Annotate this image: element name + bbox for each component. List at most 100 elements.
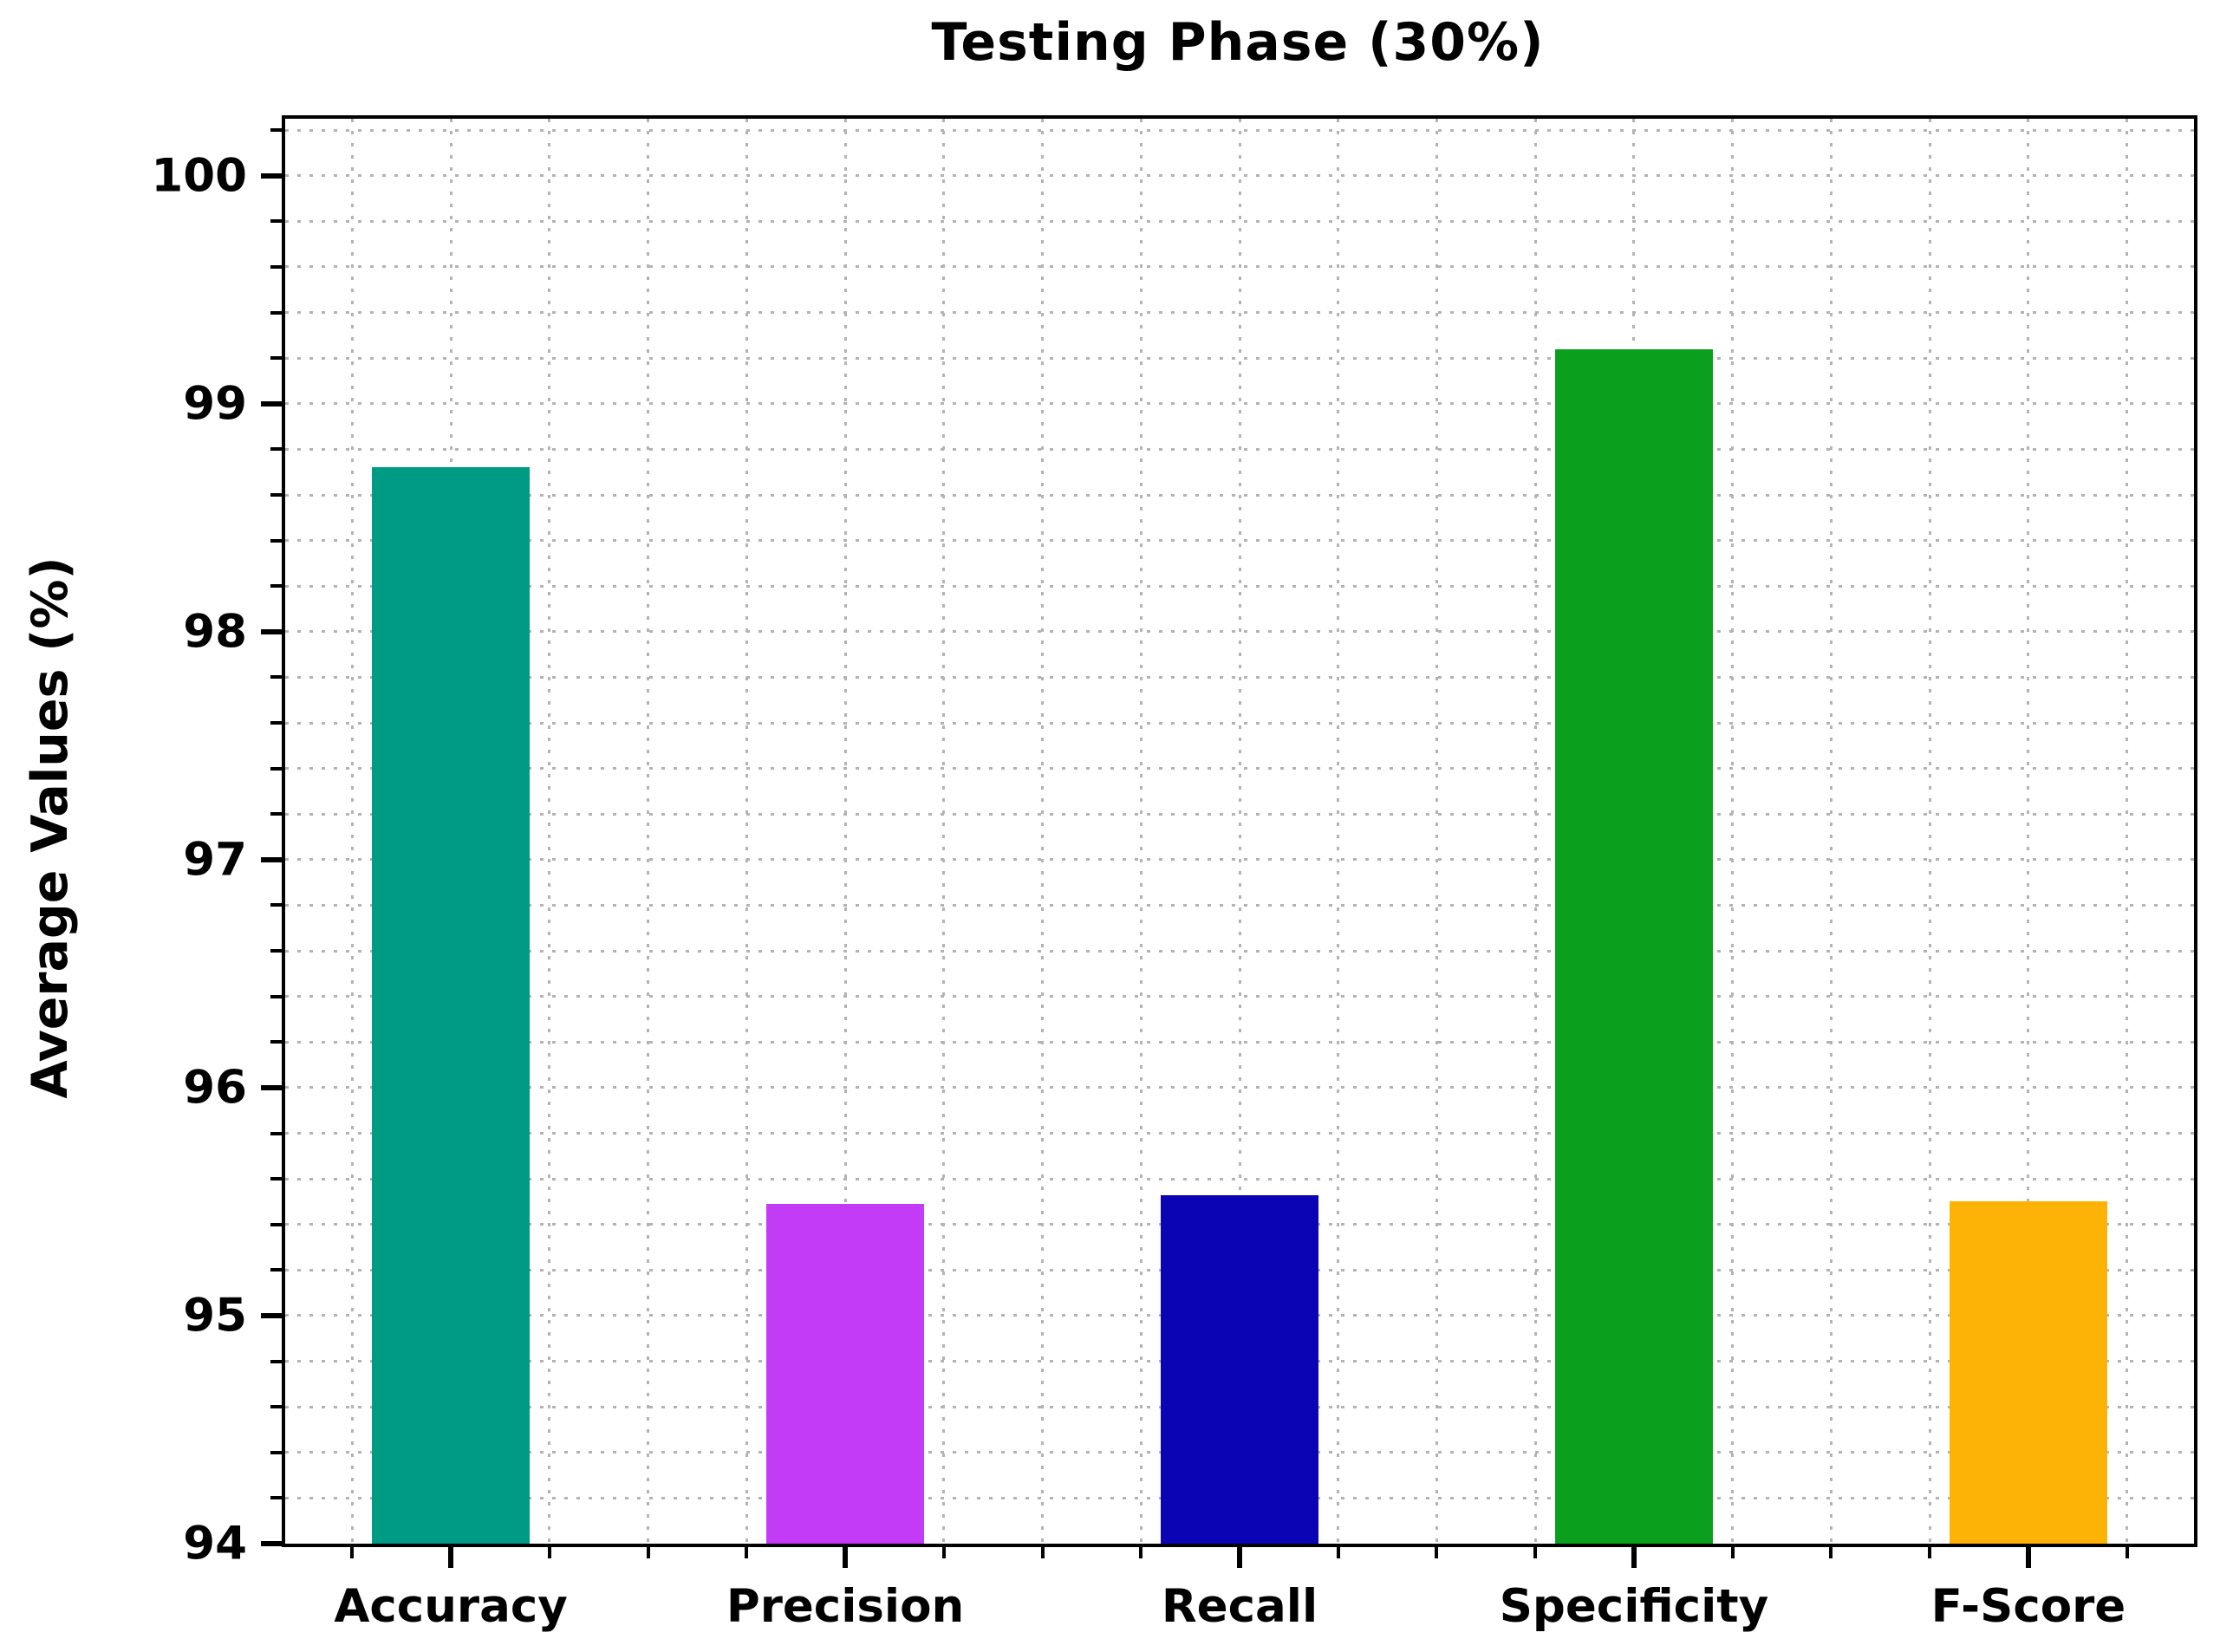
y-gridline-minor xyxy=(285,265,2194,269)
y-gridline-minor xyxy=(285,949,2194,953)
x-axis-category-label: Recall xyxy=(1161,1580,1318,1633)
y-axis-tick-minor xyxy=(270,721,282,725)
y-gridline-major xyxy=(285,402,2194,406)
bar-recall xyxy=(1161,1194,1318,1544)
y-axis-tick-minor xyxy=(270,994,282,998)
x-axis-tick-minor xyxy=(350,1547,355,1558)
y-axis-tick-minor xyxy=(270,903,282,907)
y-axis-tick-minor xyxy=(270,1268,282,1272)
x-gridline-minor xyxy=(350,119,354,1544)
x-axis-tick-minor xyxy=(646,1547,650,1558)
x-axis-tick-minor xyxy=(1928,1547,1932,1558)
x-gridline-minor xyxy=(548,119,551,1544)
plot-area: 94 95 96 97 98 99 100 Accuracy Precision Recall Sp… xyxy=(151,115,2197,1633)
y-gridline-minor xyxy=(285,1132,2194,1135)
x-gridline-minor xyxy=(2126,119,2129,1544)
x-gridline-minor xyxy=(745,119,748,1544)
y-axis-tick-minor xyxy=(270,812,282,816)
x-axis-tick-minor xyxy=(1040,1547,1045,1558)
y-gridline-major xyxy=(285,1086,2194,1089)
x-axis-tick-minor xyxy=(547,1547,551,1558)
y-axis-tick-minor xyxy=(270,356,282,361)
x-axis-tick-minor xyxy=(941,1547,946,1558)
y-axis-tick-minor xyxy=(270,949,282,953)
y-gridline-minor xyxy=(285,675,2194,679)
y-gridline-minor xyxy=(285,1177,2194,1180)
y-axis-tick-minor xyxy=(270,1222,282,1226)
bar-f-score xyxy=(1949,1201,2107,1544)
y-axis-tick-minor xyxy=(270,675,282,680)
y-axis-tick-major xyxy=(261,628,282,634)
bar-specificity xyxy=(1554,348,1713,1544)
x-gridline-minor xyxy=(1533,119,1537,1544)
y-gridline-minor xyxy=(285,995,2194,998)
y-gridline-minor xyxy=(285,447,2194,451)
y-axis-tick-minor xyxy=(270,538,282,543)
y-axis-tick-label: 100 xyxy=(151,149,247,203)
x-axis-tick-major xyxy=(1237,1547,1242,1568)
y-gridline-minor xyxy=(285,493,2194,497)
x-gridline-minor xyxy=(1139,119,1143,1544)
x-gridline-minor xyxy=(1928,119,1931,1544)
y-axis-tick-minor xyxy=(270,493,282,498)
x-gridline-minor xyxy=(1829,119,1833,1544)
y-gridline-minor xyxy=(285,812,2194,816)
x-gridline-minor xyxy=(1731,119,1735,1544)
y-axis-tick-minor xyxy=(270,447,282,452)
x-axis-category-label: Precision xyxy=(726,1580,965,1633)
y-axis-tick-minor xyxy=(270,1496,282,1500)
x-gridline-minor xyxy=(1337,119,1340,1544)
bar-precision xyxy=(766,1204,925,1544)
y-gridline-minor xyxy=(285,356,2194,360)
y-axis-tick-major xyxy=(261,1312,282,1318)
y-axis-tick-label: 95 xyxy=(183,1289,247,1343)
y-axis-tick-label: 94 xyxy=(183,1517,247,1571)
x-axis-category-label: Accuracy xyxy=(334,1580,568,1633)
y-gridline-minor xyxy=(285,128,2194,132)
y-axis-tick-minor xyxy=(270,219,282,224)
bar-accuracy xyxy=(372,467,531,1544)
x-axis-tick-major xyxy=(448,1547,454,1568)
y-gridline-major xyxy=(285,174,2194,178)
y-gridline-minor xyxy=(285,1040,2194,1044)
y-gridline-minor xyxy=(285,584,2194,588)
x-axis-tick-minor xyxy=(1336,1547,1340,1558)
y-axis-tick-label: 98 xyxy=(183,605,247,659)
x-axis-category-label: F-Score xyxy=(1930,1580,2126,1633)
y-gridline-minor xyxy=(285,721,2194,725)
x-axis-tick-minor xyxy=(1435,1547,1439,1558)
y-axis-tick-label: 99 xyxy=(183,377,247,431)
x-axis-tick-minor xyxy=(1533,1547,1538,1558)
y-axis-tick-minor xyxy=(270,584,282,589)
y-axis-tick-minor xyxy=(270,1040,282,1044)
y-axis-tick-minor xyxy=(270,128,282,133)
y-gridline-minor xyxy=(285,767,2194,771)
y-gridline-minor xyxy=(285,219,2194,223)
x-axis-category-label: Specificity xyxy=(1499,1580,1769,1633)
y-axis-tick-minor xyxy=(270,310,282,315)
y-gridline-major xyxy=(285,858,2194,862)
y-gridline-minor xyxy=(285,539,2194,543)
x-axis-tick-minor xyxy=(1139,1547,1143,1558)
x-gridline-minor xyxy=(1435,119,1438,1544)
x-axis-tick-major xyxy=(1631,1547,1637,1568)
y-axis-tick-minor xyxy=(270,1131,282,1135)
y-axis-tick-label: 97 xyxy=(183,833,247,887)
x-gridline-minor xyxy=(942,119,946,1544)
y-axis-tick-minor xyxy=(270,1359,282,1363)
y-axis-tick-label: 96 xyxy=(183,1061,247,1115)
y-gridline-minor xyxy=(285,311,2194,315)
y-axis-tick-minor xyxy=(270,766,282,771)
x-axis-tick-minor xyxy=(1829,1547,1833,1558)
x-axis-tick-minor xyxy=(1730,1547,1735,1558)
x-axis-tick-minor xyxy=(745,1547,749,1558)
y-axis-tick-minor xyxy=(270,264,282,269)
x-axis-tick-major xyxy=(843,1547,849,1568)
y-axis-tick-major xyxy=(261,856,282,862)
x-axis-tick-major xyxy=(2025,1547,2031,1568)
y-axis-tick-minor xyxy=(270,1177,282,1181)
y-axis-tick-major xyxy=(261,1084,282,1090)
y-axis-tick-minor xyxy=(270,1450,282,1454)
y-axis-tick-major xyxy=(261,400,282,406)
